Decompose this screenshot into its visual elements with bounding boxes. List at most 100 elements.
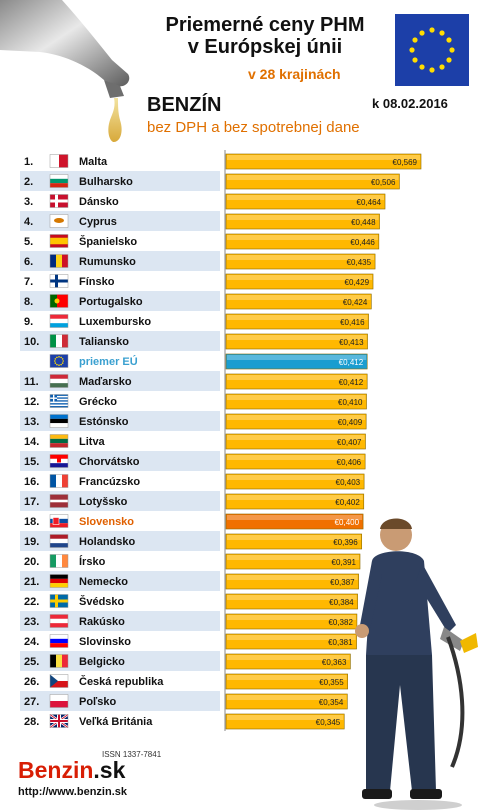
bar (225, 673, 348, 690)
chart-row: 3. Dánsko €0,464 (24, 193, 386, 210)
chart-row: 15. Chorvátsko €0,406 (20, 451, 366, 471)
bar (225, 333, 368, 350)
country-label: Malta (79, 156, 108, 168)
rank-label: 4. (24, 216, 33, 228)
chart-row: 6. Rumunsko €0,435 (20, 251, 376, 271)
value-label: €0,424 (343, 298, 368, 307)
bar-gloss (227, 675, 347, 680)
bar (225, 473, 365, 490)
rank-label: 17. (24, 496, 39, 508)
chart-row: 10. Taliansko €0,413 (20, 331, 368, 351)
value-label: €0,413 (339, 338, 364, 347)
es-flag-icon (49, 234, 69, 248)
rank-label: 12. (24, 396, 39, 408)
country-label: priemer EÚ (79, 355, 138, 368)
chart-row: 7. Fínsko €0,429 (24, 273, 374, 290)
be-flag-icon (49, 654, 69, 668)
rank-label: 16. (24, 476, 39, 488)
chart-row: 18. Slovensko €0,400 (24, 513, 364, 530)
rank-label: 26. (24, 676, 39, 688)
chart-row: 24. Slovinsko €0,381 (24, 633, 357, 650)
country-label: Luxembursko (79, 316, 151, 328)
row-stripe (20, 651, 220, 671)
bar-gloss (227, 715, 344, 720)
bar (225, 413, 367, 430)
fuel-type-label: BENZÍN (147, 94, 222, 116)
bar (225, 493, 365, 510)
hu-flag-icon (49, 374, 69, 388)
bar (225, 713, 345, 730)
chart-row: 9. Luxembursko €0,416 (24, 313, 369, 330)
bar-gloss (227, 355, 367, 360)
gas-station-worker-illustration (355, 518, 478, 810)
bar-gloss (227, 535, 361, 540)
country-label: Poľsko (79, 696, 117, 708)
bar-gloss (227, 635, 356, 640)
gb-flag-icon (49, 713, 69, 729)
rank-label: 3. (24, 196, 33, 208)
bar-gloss (227, 475, 364, 480)
row-stripe (20, 571, 220, 591)
row-stripe (20, 611, 220, 631)
bar-gloss (227, 615, 356, 620)
value-label: €0,396 (333, 538, 358, 547)
bar (225, 553, 361, 570)
bar (225, 613, 358, 630)
chart-row: 20. Írsko €0,391 (24, 553, 361, 570)
country-label: Francúzsko (79, 476, 140, 488)
rank-label: 2. (24, 176, 33, 188)
country-label: Nemecko (79, 576, 128, 588)
bar-gloss (227, 435, 365, 440)
rank-label: 11. (24, 376, 39, 388)
rank-label: 25. (24, 656, 39, 668)
chart-row: 2. Bulharsko €0,506 (20, 171, 400, 191)
chart-row: 1. Malta €0,569 (24, 153, 422, 170)
rank-label: 9. (24, 316, 33, 328)
country-label: Veľká Británia (79, 716, 153, 728)
rank-label: 27. (24, 696, 39, 708)
chart-subtitle: v 28 krajinách (248, 66, 341, 82)
bar (225, 433, 366, 450)
ro-flag-icon (49, 254, 69, 268)
bar (225, 693, 348, 710)
chart-row: 13. Estónsko €0,409 (20, 411, 367, 431)
chart-row: 16. Francúzsko €0,403 (24, 473, 365, 490)
cy-flag-icon (49, 214, 69, 228)
country-label: Grécko (79, 396, 117, 408)
bar-gloss (227, 415, 366, 420)
value-label: €0,446 (350, 238, 375, 247)
bar-gloss (227, 575, 358, 580)
country-label: Bulharsko (79, 176, 133, 188)
chart-row: 8. Portugalsko €0,424 (20, 291, 372, 311)
bar (225, 453, 366, 470)
value-label: €0,363 (322, 658, 347, 667)
value-label: €0,409 (338, 418, 363, 427)
bar (225, 393, 367, 410)
website-link[interactable]: http://www.benzin.sk (18, 786, 127, 798)
country-label: Slovensko (79, 516, 134, 528)
chart-row: 22. Švédsko €0,384 (24, 593, 358, 610)
value-label: €0,387 (330, 578, 355, 587)
country-label: Maďarsko (79, 376, 132, 388)
value-label: €0,382 (328, 618, 353, 627)
benzin-logo: Benzin.sk (18, 757, 125, 784)
country-label: Slovinsko (79, 636, 131, 648)
tax-note: bez DPH a bez spotrebnej dane (147, 119, 360, 136)
rank-label: 5. (24, 236, 33, 248)
chart-row: 27. Poľsko €0,354 (20, 691, 348, 711)
de-flag-icon (49, 574, 69, 588)
country-label: Rakúsko (79, 616, 125, 628)
bar (225, 213, 380, 230)
country-label: Litva (79, 436, 106, 448)
bar-gloss (227, 455, 365, 460)
bar (225, 313, 369, 330)
rank-label: 18. (24, 516, 39, 528)
bar-gloss (227, 235, 378, 240)
rank-label: 23. (24, 616, 39, 628)
row-stripe (20, 251, 220, 271)
rank-label: 19. (24, 536, 39, 548)
bar-gloss (227, 495, 363, 500)
row-stripe (20, 691, 220, 711)
rank-label: 1. (24, 156, 33, 168)
bar (225, 653, 351, 670)
